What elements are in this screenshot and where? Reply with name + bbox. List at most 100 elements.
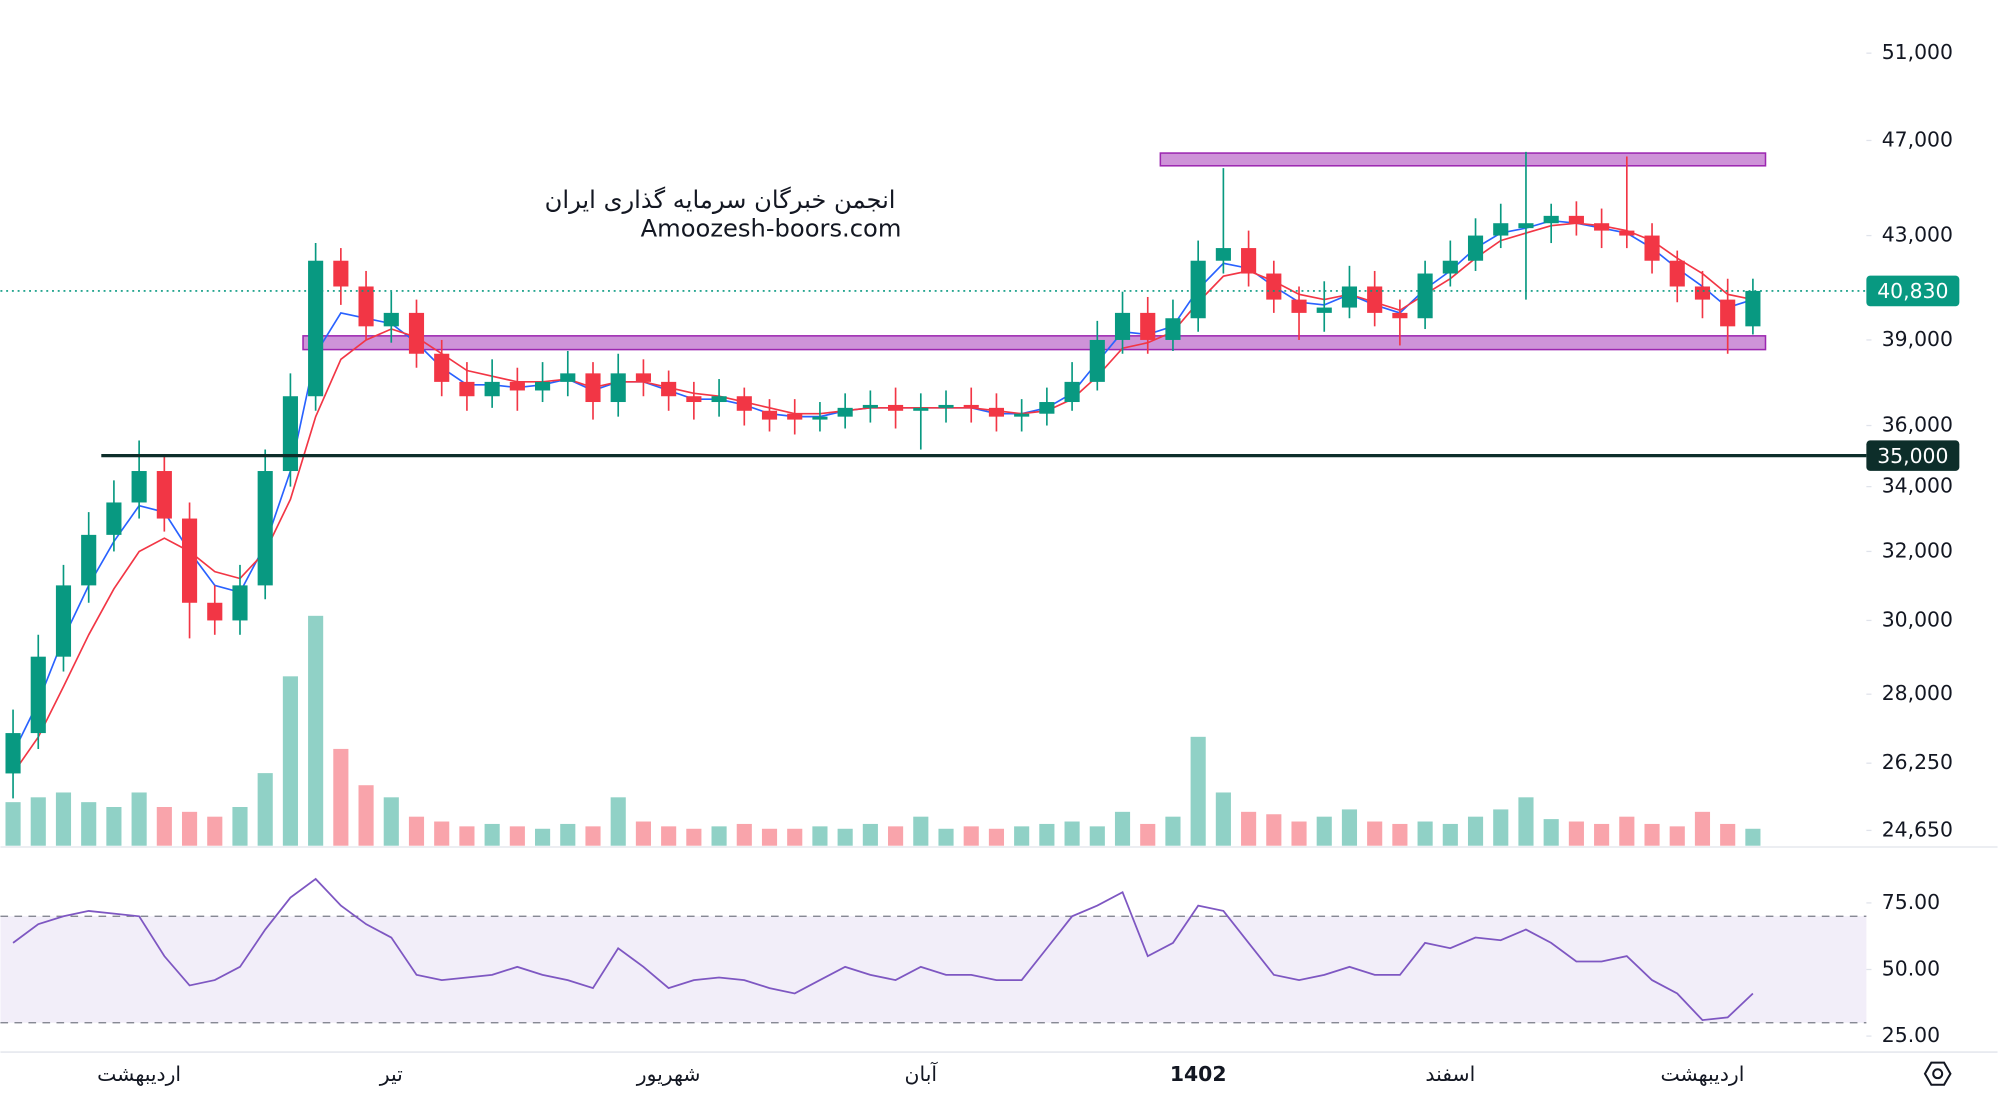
volume-bar xyxy=(635,821,651,846)
candle-body xyxy=(1190,260,1206,319)
volume-bar xyxy=(1064,821,1080,846)
candle-body xyxy=(1619,230,1635,236)
volume-bar xyxy=(1720,823,1736,846)
y-tick-label: 39,000 xyxy=(1882,327,1953,351)
y-tick-label: 51,000 xyxy=(1882,40,1953,64)
candle-body xyxy=(1064,381,1080,403)
y-tick-label: 30,000 xyxy=(1882,607,1953,631)
volume-bar xyxy=(434,821,450,846)
volume-bar xyxy=(535,828,551,846)
candle-body xyxy=(535,381,551,391)
y-tick-label: 75.00 xyxy=(1882,890,1940,914)
candle-body xyxy=(1316,307,1332,313)
candle-body xyxy=(484,381,500,397)
volume-bar xyxy=(509,826,525,846)
volume-bar xyxy=(383,797,399,846)
volume-bar xyxy=(1518,797,1534,846)
candle-body xyxy=(938,404,954,408)
candle-body xyxy=(787,413,803,420)
settings-icon[interactable] xyxy=(1923,1061,1952,1086)
price-badge xyxy=(1866,275,1960,307)
candle-body xyxy=(1694,286,1711,300)
rsi-line xyxy=(12,877,1754,1022)
candle-body xyxy=(585,373,601,403)
candle-body xyxy=(1140,312,1156,340)
y-tick-label: 26,250 xyxy=(1882,750,1953,774)
volume-bar xyxy=(1140,823,1156,846)
volume-bar xyxy=(1190,736,1206,846)
candle-body xyxy=(207,602,223,621)
candle-body xyxy=(812,416,828,420)
candle-body xyxy=(181,518,198,603)
price-badge-label: 40,830 xyxy=(1877,279,1948,303)
candle-body xyxy=(610,373,626,403)
candle-body xyxy=(913,407,929,411)
volume-bar xyxy=(1089,826,1105,846)
volume-bar xyxy=(913,816,929,846)
candle-body xyxy=(1417,273,1433,319)
moving-average xyxy=(12,219,1754,754)
candle-body xyxy=(1442,260,1458,274)
candle-body xyxy=(1518,223,1534,229)
candle-body xyxy=(509,381,525,391)
volume-bar xyxy=(408,816,425,846)
volume-bar xyxy=(358,785,374,846)
volume-bar xyxy=(484,823,500,846)
volume-bar xyxy=(1669,826,1685,846)
candle-body xyxy=(560,373,576,382)
price-badge xyxy=(1866,440,1960,471)
candle-body xyxy=(1266,273,1282,300)
volume-bar xyxy=(282,676,298,846)
y-tick-label: 32,000 xyxy=(1882,538,1953,562)
candle-body xyxy=(333,260,349,287)
candle-body xyxy=(1594,223,1610,231)
candle-body xyxy=(131,471,147,503)
settings-dot xyxy=(1932,1068,1944,1080)
volume-bar xyxy=(459,826,475,846)
volume-bar xyxy=(257,773,273,846)
candle-body xyxy=(1392,312,1408,319)
volume-bar xyxy=(1039,823,1055,846)
y-tick-label: 25.00 xyxy=(1882,1023,1940,1047)
candle-body xyxy=(736,396,752,411)
candle-body xyxy=(106,502,122,535)
candle-body xyxy=(257,471,273,586)
candle-body xyxy=(1039,402,1055,414)
volume-bar xyxy=(1417,821,1433,846)
x-tick-label: اسفند xyxy=(1425,1062,1475,1086)
candle-body xyxy=(1745,290,1761,327)
x-tick-label: آبان xyxy=(905,1061,939,1086)
volume-bar xyxy=(232,806,248,846)
candle-body xyxy=(988,407,1005,417)
volume-bar xyxy=(1316,816,1332,846)
candle-body xyxy=(862,404,878,408)
candle-body xyxy=(1493,223,1509,236)
candle-body xyxy=(358,286,374,327)
volume-bar xyxy=(1619,816,1635,846)
volume-bar xyxy=(1543,819,1559,846)
volume-bar xyxy=(938,828,954,846)
candle-body xyxy=(761,410,778,420)
price-badge-label: 35,000 xyxy=(1877,444,1948,468)
volume-bar xyxy=(1392,823,1408,846)
candle-body xyxy=(1114,312,1131,340)
volume-bar xyxy=(1594,823,1610,846)
volume-bar xyxy=(812,826,828,846)
candle-body xyxy=(1467,235,1484,261)
volume-bar xyxy=(1266,814,1282,846)
candle-body xyxy=(1720,299,1736,327)
volume-bar xyxy=(1215,792,1231,846)
rsi-band xyxy=(0,916,1867,1023)
volume-bar xyxy=(560,823,576,846)
candle-body xyxy=(55,585,72,657)
volume-bar xyxy=(5,802,21,846)
volume-bar xyxy=(1568,821,1584,846)
candle-body xyxy=(963,404,979,408)
volume-bar xyxy=(333,748,349,846)
volume-bar xyxy=(1165,816,1181,846)
volume-bar xyxy=(686,828,702,846)
candle-body xyxy=(5,733,21,774)
volume-bar xyxy=(1442,823,1458,846)
candle-body xyxy=(1215,248,1231,261)
x-tick-label: 1402 xyxy=(1170,1062,1227,1086)
